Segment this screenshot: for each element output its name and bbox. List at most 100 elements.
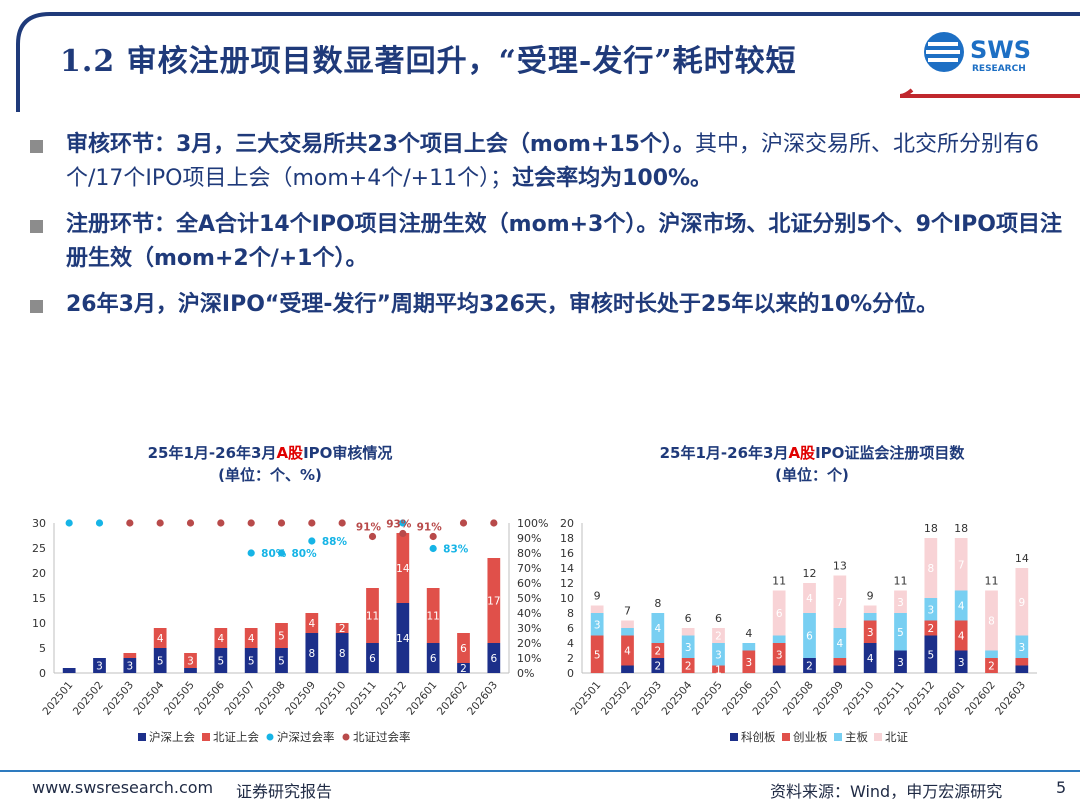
left-chart-title-red: A股 [276, 444, 304, 462]
title-band [16, 12, 1080, 112]
bar-segment [712, 665, 725, 673]
legend-label: 北证上会 [213, 730, 259, 744]
x-tick-label: 202512 [902, 679, 937, 717]
bar-data-label: 3 [685, 642, 692, 654]
x-tick-label: 202508 [253, 679, 288, 717]
bar-data-label: 3 [187, 656, 194, 668]
y-tick-label: 16 [560, 547, 574, 560]
bar-segment [894, 650, 907, 673]
bar-segment [590, 605, 604, 613]
x-tick-label: 202506 [192, 679, 227, 718]
right-chart-title-red: A股 [788, 444, 816, 462]
x-tick-label: 202502 [599, 679, 634, 717]
bar-segment [184, 653, 197, 668]
bar-data-label: 2 [654, 646, 661, 658]
scatter-point [95, 519, 104, 527]
footer-website[interactable]: www.swsresearch.com [32, 778, 214, 797]
scatter-point [277, 519, 286, 527]
bar-segment [487, 643, 501, 673]
x-tick-label: 202602 [435, 679, 470, 717]
x-tick-label: 202507 [751, 679, 786, 717]
bar-data-label: 14 [396, 633, 410, 645]
left-chart-title-pre: 25年1月-26年3月 [147, 444, 277, 462]
bar-data-label: 3 [867, 627, 874, 639]
bar-segment [426, 643, 440, 673]
legend-swatch [730, 733, 738, 741]
y2-tick-label: 30% [517, 622, 541, 635]
legend-swatch [202, 733, 210, 741]
bar-segment [833, 665, 847, 673]
y-tick-label: 0 [39, 667, 46, 680]
bar-segment [590, 635, 604, 673]
bar-segment [621, 628, 634, 636]
scatter-data-label: 91% [356, 522, 382, 534]
footer-divider [0, 770, 1080, 772]
legend-label: 主板 [845, 730, 868, 744]
sws-logo: SWS RESEARCH [920, 28, 1060, 78]
bar-segment [924, 620, 938, 636]
bar-data-label: 2 [988, 661, 995, 673]
bar-segment [1015, 658, 1029, 666]
scatter-data-label: 91% [417, 522, 443, 534]
footer-source: 资料来源：Wind，申万宏源研究 [770, 782, 1003, 801]
bar-data-label: 3 [897, 597, 904, 609]
scatter-point [65, 519, 73, 527]
bar-data-label: 4 [217, 633, 224, 645]
bar-data-label: 6 [490, 653, 497, 665]
scatter-point [338, 519, 346, 527]
bar-data-label: 3 [715, 649, 722, 661]
bar-segment [335, 633, 349, 673]
x-tick-label: 202603 [993, 679, 1028, 717]
x-tick-label: 202601 [933, 679, 968, 717]
bar-data-label: 11 [426, 611, 439, 623]
page-number: 5 [1056, 778, 1067, 797]
bar-segment [457, 633, 470, 663]
y2-tick-label: 40% [517, 607, 541, 620]
bar-segment [833, 628, 847, 658]
legend-label: 创业板 [793, 730, 828, 744]
bar-data-label: 3 [897, 657, 904, 669]
y-tick-label: 0 [567, 667, 574, 680]
legend-swatch [834, 733, 842, 741]
bar-segment [651, 658, 665, 673]
left-chart-title: 25年1月-26年3月A股IPO审核情况 (单位：个、%) [20, 442, 520, 486]
x-tick-label: 202503 [629, 679, 664, 717]
x-tick-label: 202501 [569, 679, 604, 717]
bar-segment [863, 613, 877, 621]
bar-segment [742, 650, 756, 673]
scatter-data-label: 93% [386, 519, 412, 531]
bar-data-label: 8 [308, 648, 315, 660]
bar-segment [772, 635, 786, 643]
bar-segment [457, 663, 470, 673]
y2-tick-label: 80% [517, 547, 541, 560]
scatter-point [308, 537, 316, 545]
x-tick-label: 202511 [872, 679, 907, 717]
bar-data-label: 4 [624, 646, 631, 658]
bar-segment [214, 628, 228, 648]
bar-segment [590, 613, 604, 636]
y-tick-label: 15 [32, 592, 46, 605]
x-tick-label: 202502 [71, 679, 106, 717]
bullet-square-icon [30, 140, 43, 153]
x-tick-label: 202504 [660, 679, 695, 718]
y-tick-label: 14 [560, 562, 574, 575]
bar-data-label: 6 [806, 631, 813, 643]
scatter-point [429, 532, 437, 541]
bar-segment [954, 650, 968, 673]
bar-data-label: 5 [157, 656, 164, 668]
bar-segment [123, 653, 137, 658]
bar-data-label: 2 [715, 631, 722, 643]
legend-label: 沪深上会 [149, 730, 195, 744]
bar-data-label: 3 [958, 657, 965, 669]
bar-data-label: 3 [1018, 642, 1025, 654]
bar-data-label: 5 [217, 656, 224, 668]
bar-segment [863, 620, 877, 643]
bar-segment [621, 665, 634, 673]
x-tick-label: 202601 [405, 679, 440, 717]
scatter-point [247, 549, 255, 557]
bar-segment [305, 633, 319, 673]
y-tick-label: 18 [560, 532, 574, 545]
right-chart-title-post: IPO证监会注册项目数 [815, 444, 965, 462]
bar-segment [366, 588, 379, 643]
y-tick-label: 10 [560, 592, 574, 605]
